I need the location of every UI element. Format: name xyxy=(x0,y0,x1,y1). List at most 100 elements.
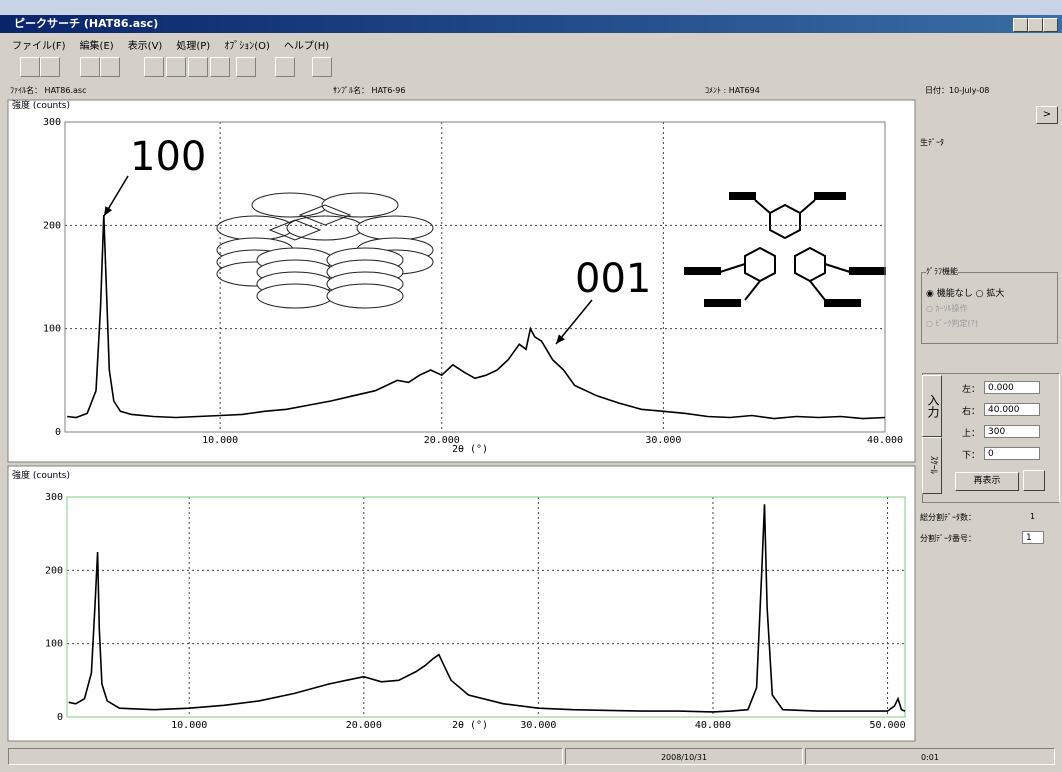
y-tick-label: 200 xyxy=(45,565,63,576)
total-value: 1 xyxy=(1030,512,1036,521)
y-tick-label: 100 xyxy=(43,324,61,335)
value: 10-July-08 xyxy=(949,86,990,95)
menu-bar: ファイル(F) 編集(E) 表示(V) 処理(P) ｵﾌﾟｼｮﾝ(O) ヘルプ(H) xyxy=(12,37,343,52)
x-axis-label: 2θ (°) xyxy=(452,444,488,455)
menu-item[interactable]: 処理(P) xyxy=(176,41,211,52)
index-label: 分割ﾃﾞｰﾀ番号： xyxy=(920,534,976,543)
x-tick-label: 30.000 xyxy=(645,435,681,446)
side-panel xyxy=(918,100,1062,745)
info-file: ﾌｧｲﾙ名： HAT86.asc xyxy=(10,85,87,96)
y-axis-label: 強度 (counts) xyxy=(12,99,70,111)
toolbar-button[interactable] xyxy=(20,57,40,77)
radio-label: 拡大 xyxy=(986,289,1005,299)
label: ｻﾝﾌﾟﾙ名： xyxy=(333,86,369,95)
redraw-button[interactable]: 再表示 xyxy=(955,472,1019,491)
radio-label: 機能なし xyxy=(936,289,973,299)
status-cell xyxy=(8,748,563,765)
toolbar-button[interactable] xyxy=(210,57,230,77)
charts: 強度 (counts) 2θ (°) 0 100 200 300 10.000 20.000 3… xyxy=(7,99,916,742)
x-tick-label: 20.000 xyxy=(346,720,382,731)
top-strip xyxy=(0,0,1062,15)
y-tick-label: 200 xyxy=(43,220,61,231)
y-tick-label: 0 xyxy=(57,712,63,723)
toolbar-button[interactable] xyxy=(80,57,100,77)
data-line xyxy=(67,214,886,420)
field-label: 右： xyxy=(962,407,981,417)
radio-label: ｶｰｿﾙ操作 xyxy=(935,304,968,313)
group-title: ｸﾞﾗﾌ機能 xyxy=(926,266,958,277)
label: ﾌｧｲﾙ名： xyxy=(10,86,42,95)
toolbar-button[interactable] xyxy=(188,57,208,77)
value: HAT86.asc xyxy=(44,86,87,95)
radio-label: ﾋﾟｰｸ判定(?) xyxy=(935,319,979,328)
raw-data-label: 生ﾃﾞｰﾀ xyxy=(920,138,944,147)
total-label: 総分割ﾃﾞｰﾀ数： xyxy=(920,513,976,522)
menu-item[interactable]: ヘルプ(H) xyxy=(283,41,330,52)
search-button[interactable] xyxy=(1023,470,1045,491)
annotation-arrow xyxy=(555,299,593,345)
y-tick-label: 100 xyxy=(45,639,63,650)
arrow-head xyxy=(104,206,113,216)
index-field[interactable]: 1 xyxy=(1022,531,1044,544)
annotation: 001 xyxy=(575,256,651,302)
x-axis-label: 2θ (°) xyxy=(452,720,488,731)
toolbar-button[interactable] xyxy=(144,57,164,77)
info-date: 日付：10-July-08 xyxy=(925,85,989,96)
chart-panel xyxy=(7,465,916,742)
menu-item[interactable]: ファイル(F) xyxy=(12,41,66,52)
status-date: 2008/10/31 xyxy=(565,748,803,765)
bottom-field[interactable]: 0 xyxy=(984,447,1040,460)
status-time: 0:01 xyxy=(805,748,1055,765)
field-label: 上： xyxy=(962,429,981,439)
label: ｺﾒﾝﾄ xyxy=(705,86,721,95)
radio: ○ ｶｰｿﾙ操作 xyxy=(926,304,968,313)
maximize-button[interactable] xyxy=(1028,18,1043,32)
tab[interactable]: 入力 xyxy=(922,375,942,437)
toolbar-button[interactable] xyxy=(236,57,256,77)
field-label: 左： xyxy=(962,385,981,395)
chart-panel xyxy=(7,99,916,463)
top-field[interactable]: 300 xyxy=(984,425,1040,438)
toolbar-button[interactable] xyxy=(275,57,295,77)
x-tick-label: 10.000 xyxy=(202,435,238,446)
x-tick-label: 30.000 xyxy=(520,720,556,731)
discotic-illustration xyxy=(216,192,434,309)
value: HAT6-96 xyxy=(371,86,406,95)
toolbar-button[interactable] xyxy=(40,57,60,77)
tab[interactable]: ｽｹｰﾙ xyxy=(922,437,942,494)
info-comment: ｺﾒﾝﾄ : HAT694 xyxy=(705,85,760,96)
value: : HAT694 xyxy=(723,86,760,95)
menu-item[interactable]: 編集(E) xyxy=(79,41,114,52)
radio[interactable]: ◉ 機能なし ○ 拡大 xyxy=(926,289,1005,299)
arrow-head xyxy=(556,334,565,344)
toolbar-button[interactable] xyxy=(312,57,332,77)
menu-item[interactable]: 表示(V) xyxy=(127,41,163,52)
minimize-button[interactable] xyxy=(1013,18,1028,32)
graph-function-group xyxy=(921,272,1058,344)
toolbar-button[interactable] xyxy=(100,57,120,77)
data-line xyxy=(68,504,906,713)
x-tick-label: 20.000 xyxy=(424,435,460,446)
close-button[interactable] xyxy=(1043,18,1058,32)
molecule-illustration xyxy=(684,192,886,307)
y-tick-label: 300 xyxy=(43,117,61,128)
plot-frame xyxy=(66,496,906,718)
field-label: 下： xyxy=(962,451,981,461)
x-tick-label: 40.000 xyxy=(695,720,731,731)
x-tick-label: 50.000 xyxy=(869,720,905,731)
toolbar-button[interactable] xyxy=(166,57,186,77)
x-tick-label: 40.000 xyxy=(867,435,903,446)
annotation: 100 xyxy=(130,134,206,180)
label: 日付： xyxy=(925,86,949,95)
radio: ○ ﾋﾟｰｸ判定(?) xyxy=(926,319,979,328)
next-button[interactable]: > xyxy=(1036,106,1058,124)
left-field[interactable]: 0.000 xyxy=(984,381,1040,394)
y-axis-label: 強度 (counts) xyxy=(12,469,70,481)
plot-frame xyxy=(64,121,886,433)
x-tick-label: 10.000 xyxy=(171,720,207,731)
right-field[interactable]: 40.000 xyxy=(984,403,1040,416)
y-tick-label: 300 xyxy=(45,492,63,503)
menu-item[interactable]: ｵﾌﾟｼｮﾝ(O) xyxy=(224,41,270,52)
y-tick-label: 0 xyxy=(55,427,61,438)
